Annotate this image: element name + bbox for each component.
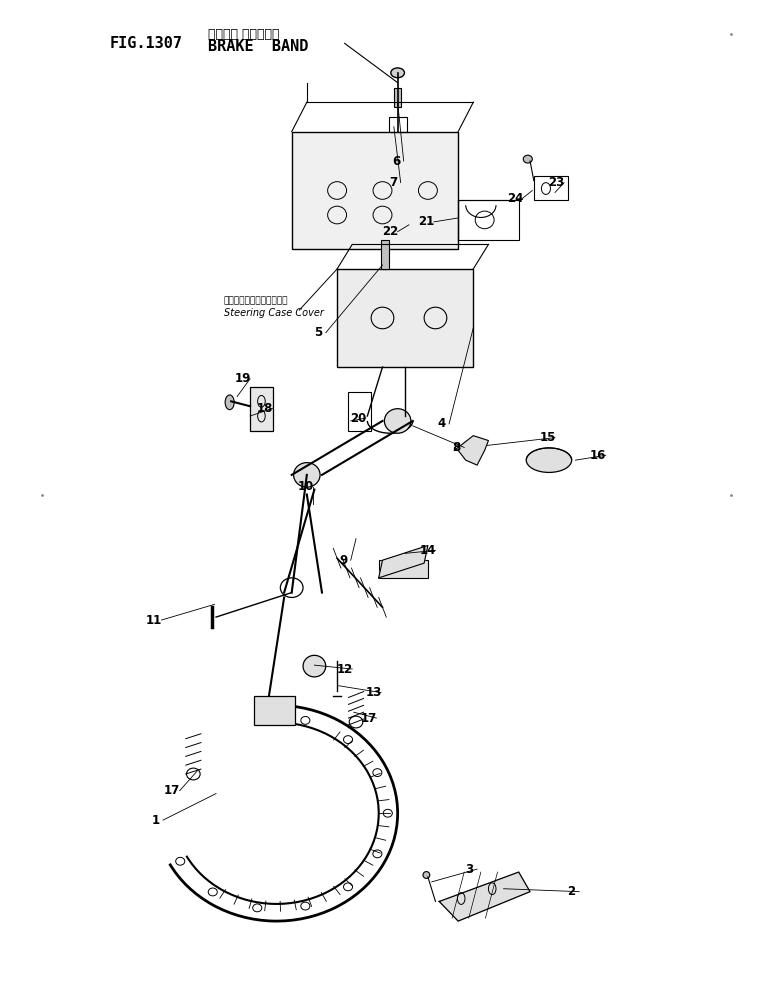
Ellipse shape bbox=[294, 463, 320, 488]
Bar bbox=[250, 387, 273, 431]
Bar bbox=[337, 269, 474, 367]
Ellipse shape bbox=[523, 155, 532, 163]
Text: 6: 6 bbox=[392, 154, 400, 167]
Ellipse shape bbox=[526, 448, 571, 473]
Text: 8: 8 bbox=[453, 441, 461, 454]
Polygon shape bbox=[454, 436, 488, 465]
Text: 9: 9 bbox=[339, 554, 347, 567]
Bar bbox=[458, 201, 519, 239]
Text: 3: 3 bbox=[465, 862, 474, 875]
Text: ステアリングケースカバー: ステアリングケースカバー bbox=[223, 297, 288, 306]
Ellipse shape bbox=[423, 871, 430, 878]
Bar bbox=[394, 87, 402, 107]
Text: 7: 7 bbox=[389, 176, 397, 189]
Text: 13: 13 bbox=[366, 686, 382, 699]
Text: 18: 18 bbox=[257, 402, 273, 414]
Text: 21: 21 bbox=[418, 216, 435, 228]
Text: 23: 23 bbox=[549, 176, 565, 189]
Text: 5: 5 bbox=[314, 326, 322, 339]
Bar bbox=[348, 392, 371, 431]
Text: 22: 22 bbox=[382, 225, 399, 238]
Text: 17: 17 bbox=[361, 712, 377, 725]
Text: Steering Case Cover: Steering Case Cover bbox=[223, 308, 324, 318]
Ellipse shape bbox=[391, 68, 405, 78]
Text: 1: 1 bbox=[151, 814, 160, 827]
Polygon shape bbox=[379, 546, 428, 578]
Text: BRAKE  BAND: BRAKE BAND bbox=[209, 40, 309, 54]
Text: 20: 20 bbox=[350, 411, 366, 424]
Ellipse shape bbox=[303, 656, 326, 676]
Ellipse shape bbox=[225, 395, 234, 409]
Text: 12: 12 bbox=[337, 663, 353, 675]
Polygon shape bbox=[439, 872, 530, 921]
Bar bbox=[254, 695, 295, 725]
Bar bbox=[389, 117, 407, 132]
Text: 14: 14 bbox=[420, 544, 436, 557]
Text: 4: 4 bbox=[438, 417, 446, 430]
Text: ブレーキ バンド: ブレーキ バンド bbox=[209, 29, 280, 42]
Bar bbox=[381, 239, 389, 269]
Text: FIG.1307: FIG.1307 bbox=[110, 37, 183, 51]
Ellipse shape bbox=[384, 408, 411, 433]
Text: 15: 15 bbox=[539, 431, 555, 444]
Bar bbox=[291, 132, 458, 249]
Text: 16: 16 bbox=[590, 449, 607, 462]
Text: 2: 2 bbox=[568, 885, 576, 898]
Text: 11: 11 bbox=[146, 613, 162, 626]
Text: 24: 24 bbox=[506, 192, 523, 205]
Text: 19: 19 bbox=[234, 372, 251, 386]
Text: 17: 17 bbox=[164, 784, 181, 797]
Bar bbox=[379, 560, 428, 578]
Bar bbox=[534, 176, 568, 201]
Text: 10: 10 bbox=[297, 480, 314, 494]
